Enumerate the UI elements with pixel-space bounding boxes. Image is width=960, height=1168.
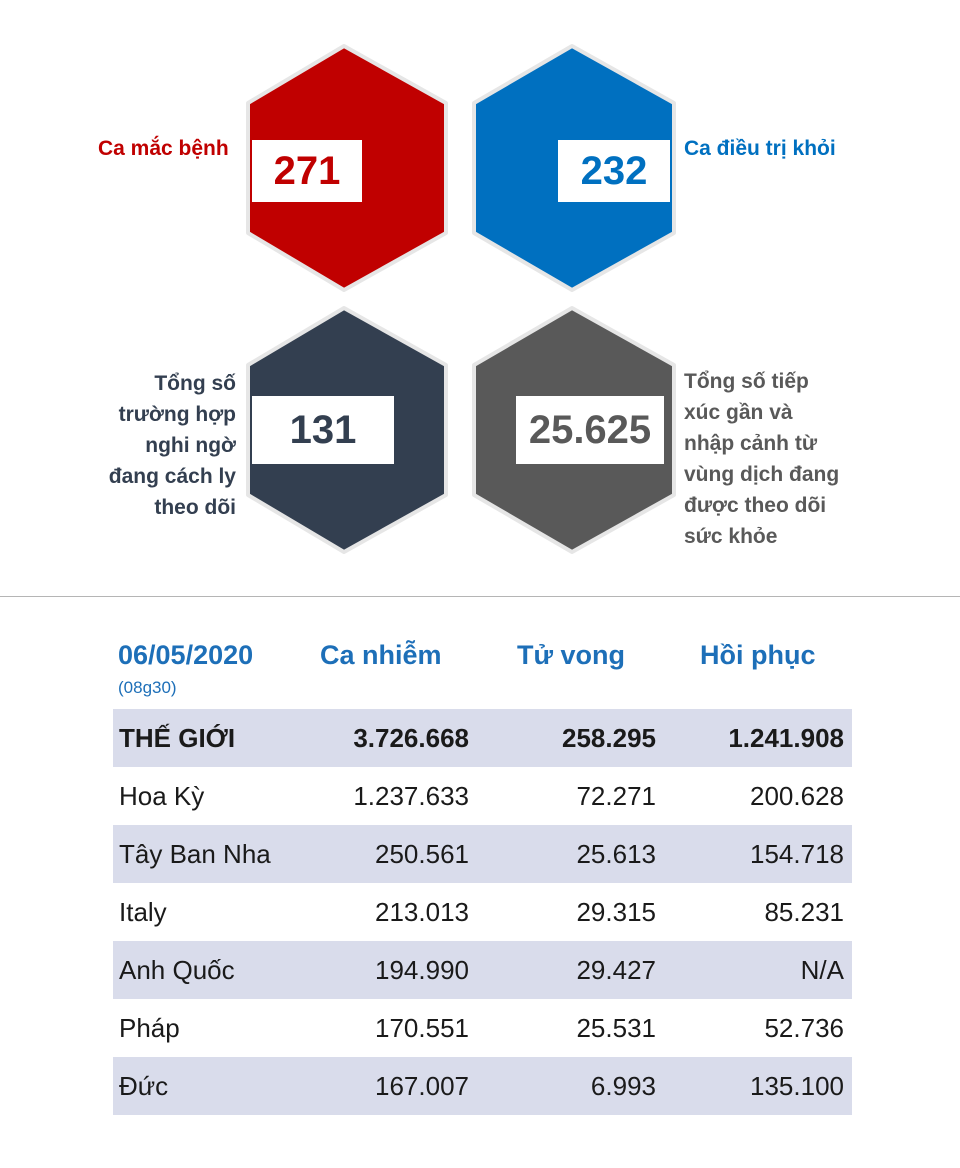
recovered-value: N/A — [800, 954, 844, 985]
recovered-stat-card: 232 — [462, 40, 684, 296]
header-recovered: Hồi phục — [700, 640, 816, 670]
cases-value: 3.726.668 — [353, 722, 469, 753]
suspected-label-line: theo dõi — [154, 496, 236, 519]
infected-count: 271 — [252, 140, 362, 202]
cases-value: 194.990 — [375, 954, 469, 985]
section-divider — [0, 596, 960, 597]
country-name: Đức — [119, 1070, 169, 1101]
deaths-value: 258.295 — [562, 722, 656, 753]
suspected-label: Tổng số trường hợp nghi ngờ đang cách ly… — [60, 368, 236, 523]
suspected-stat-card: 131 — [242, 302, 464, 558]
monitored-stat-card: 25.625 — [462, 302, 684, 558]
header-deaths: Tử vong — [517, 640, 626, 670]
country-name: Italy — [119, 896, 167, 927]
recovered-value: 154.718 — [750, 838, 844, 869]
country-name: Tây Ban Nha — [119, 838, 271, 869]
cases-value: 170.551 — [375, 1012, 469, 1043]
deaths-value: 72.271 — [576, 780, 656, 811]
deaths-value: 29.427 — [576, 954, 656, 985]
table-time: (08g30) — [118, 678, 177, 697]
monitored-count: 25.625 — [516, 396, 664, 464]
deaths-value: 6.993 — [590, 1070, 656, 1101]
cases-value: 250.561 — [375, 838, 469, 869]
table-row: Anh Quốc 194.990 29.427 N/A — [113, 941, 852, 999]
covid-stats-table: THẾ GIỚI 3.726.668 258.295 1.241.908 Hoa… — [113, 709, 852, 1115]
suspected-label-line: đang cách ly — [108, 465, 236, 488]
recovered-count: 232 — [558, 140, 670, 202]
recovered-value: 135.100 — [750, 1070, 844, 1101]
deaths-value: 29.315 — [576, 896, 656, 927]
monitored-label-line: Tổng số tiếp — [684, 370, 809, 393]
infected-stat-card: 271 — [242, 40, 464, 296]
recovered-value: 52.736 — [764, 1012, 844, 1043]
monitored-label-line: sức khỏe — [684, 525, 778, 548]
recovered-label: Ca điều trị khỏi — [684, 137, 836, 160]
monitored-label-line: vùng dịch đang — [684, 463, 840, 486]
recovered-value: 200.628 — [750, 780, 844, 811]
table-row: Tây Ban Nha 250.561 25.613 154.718 — [113, 825, 852, 883]
country-name: Anh Quốc — [119, 954, 235, 985]
cases-value: 213.013 — [375, 896, 469, 927]
suspected-label-line: nghi ngờ — [145, 434, 236, 457]
cases-value: 1.237.633 — [353, 780, 469, 811]
recovered-value: 85.231 — [764, 896, 844, 927]
monitored-label-line: được theo dõi — [684, 494, 827, 517]
table-row-world: THẾ GIỚI 3.726.668 258.295 1.241.908 — [113, 709, 852, 767]
table-row: Italy 213.013 29.315 85.231 — [113, 883, 852, 941]
header-cases: Ca nhiễm — [320, 640, 442, 670]
table-date: 06/05/2020 — [118, 640, 254, 670]
table-row: Hoa Kỳ 1.237.633 72.271 200.628 — [113, 767, 852, 825]
table-row: Pháp 170.551 25.531 52.736 — [113, 999, 852, 1057]
monitored-label-line: nhập cảnh từ — [684, 432, 818, 455]
monitored-label: Tổng số tiếp xúc gần và nhập cảnh từ vùn… — [684, 366, 839, 552]
country-name: THẾ GIỚI — [119, 722, 236, 753]
suspected-count: 131 — [252, 396, 394, 464]
recovered-value: 1.241.908 — [728, 722, 844, 753]
table-row: Đức 167.007 6.993 135.100 — [113, 1057, 852, 1115]
suspected-label-line: Tổng số — [154, 372, 236, 395]
deaths-value: 25.613 — [576, 838, 656, 869]
monitored-label-line: xúc gần và — [684, 401, 793, 424]
suspected-label-line: trường hợp — [118, 403, 236, 426]
country-name: Pháp — [119, 1012, 180, 1043]
cases-value: 167.007 — [375, 1070, 469, 1101]
country-name: Hoa Kỳ — [119, 780, 205, 811]
infected-label: Ca mắc bệnh — [98, 137, 229, 160]
deaths-value: 25.531 — [576, 1012, 656, 1043]
